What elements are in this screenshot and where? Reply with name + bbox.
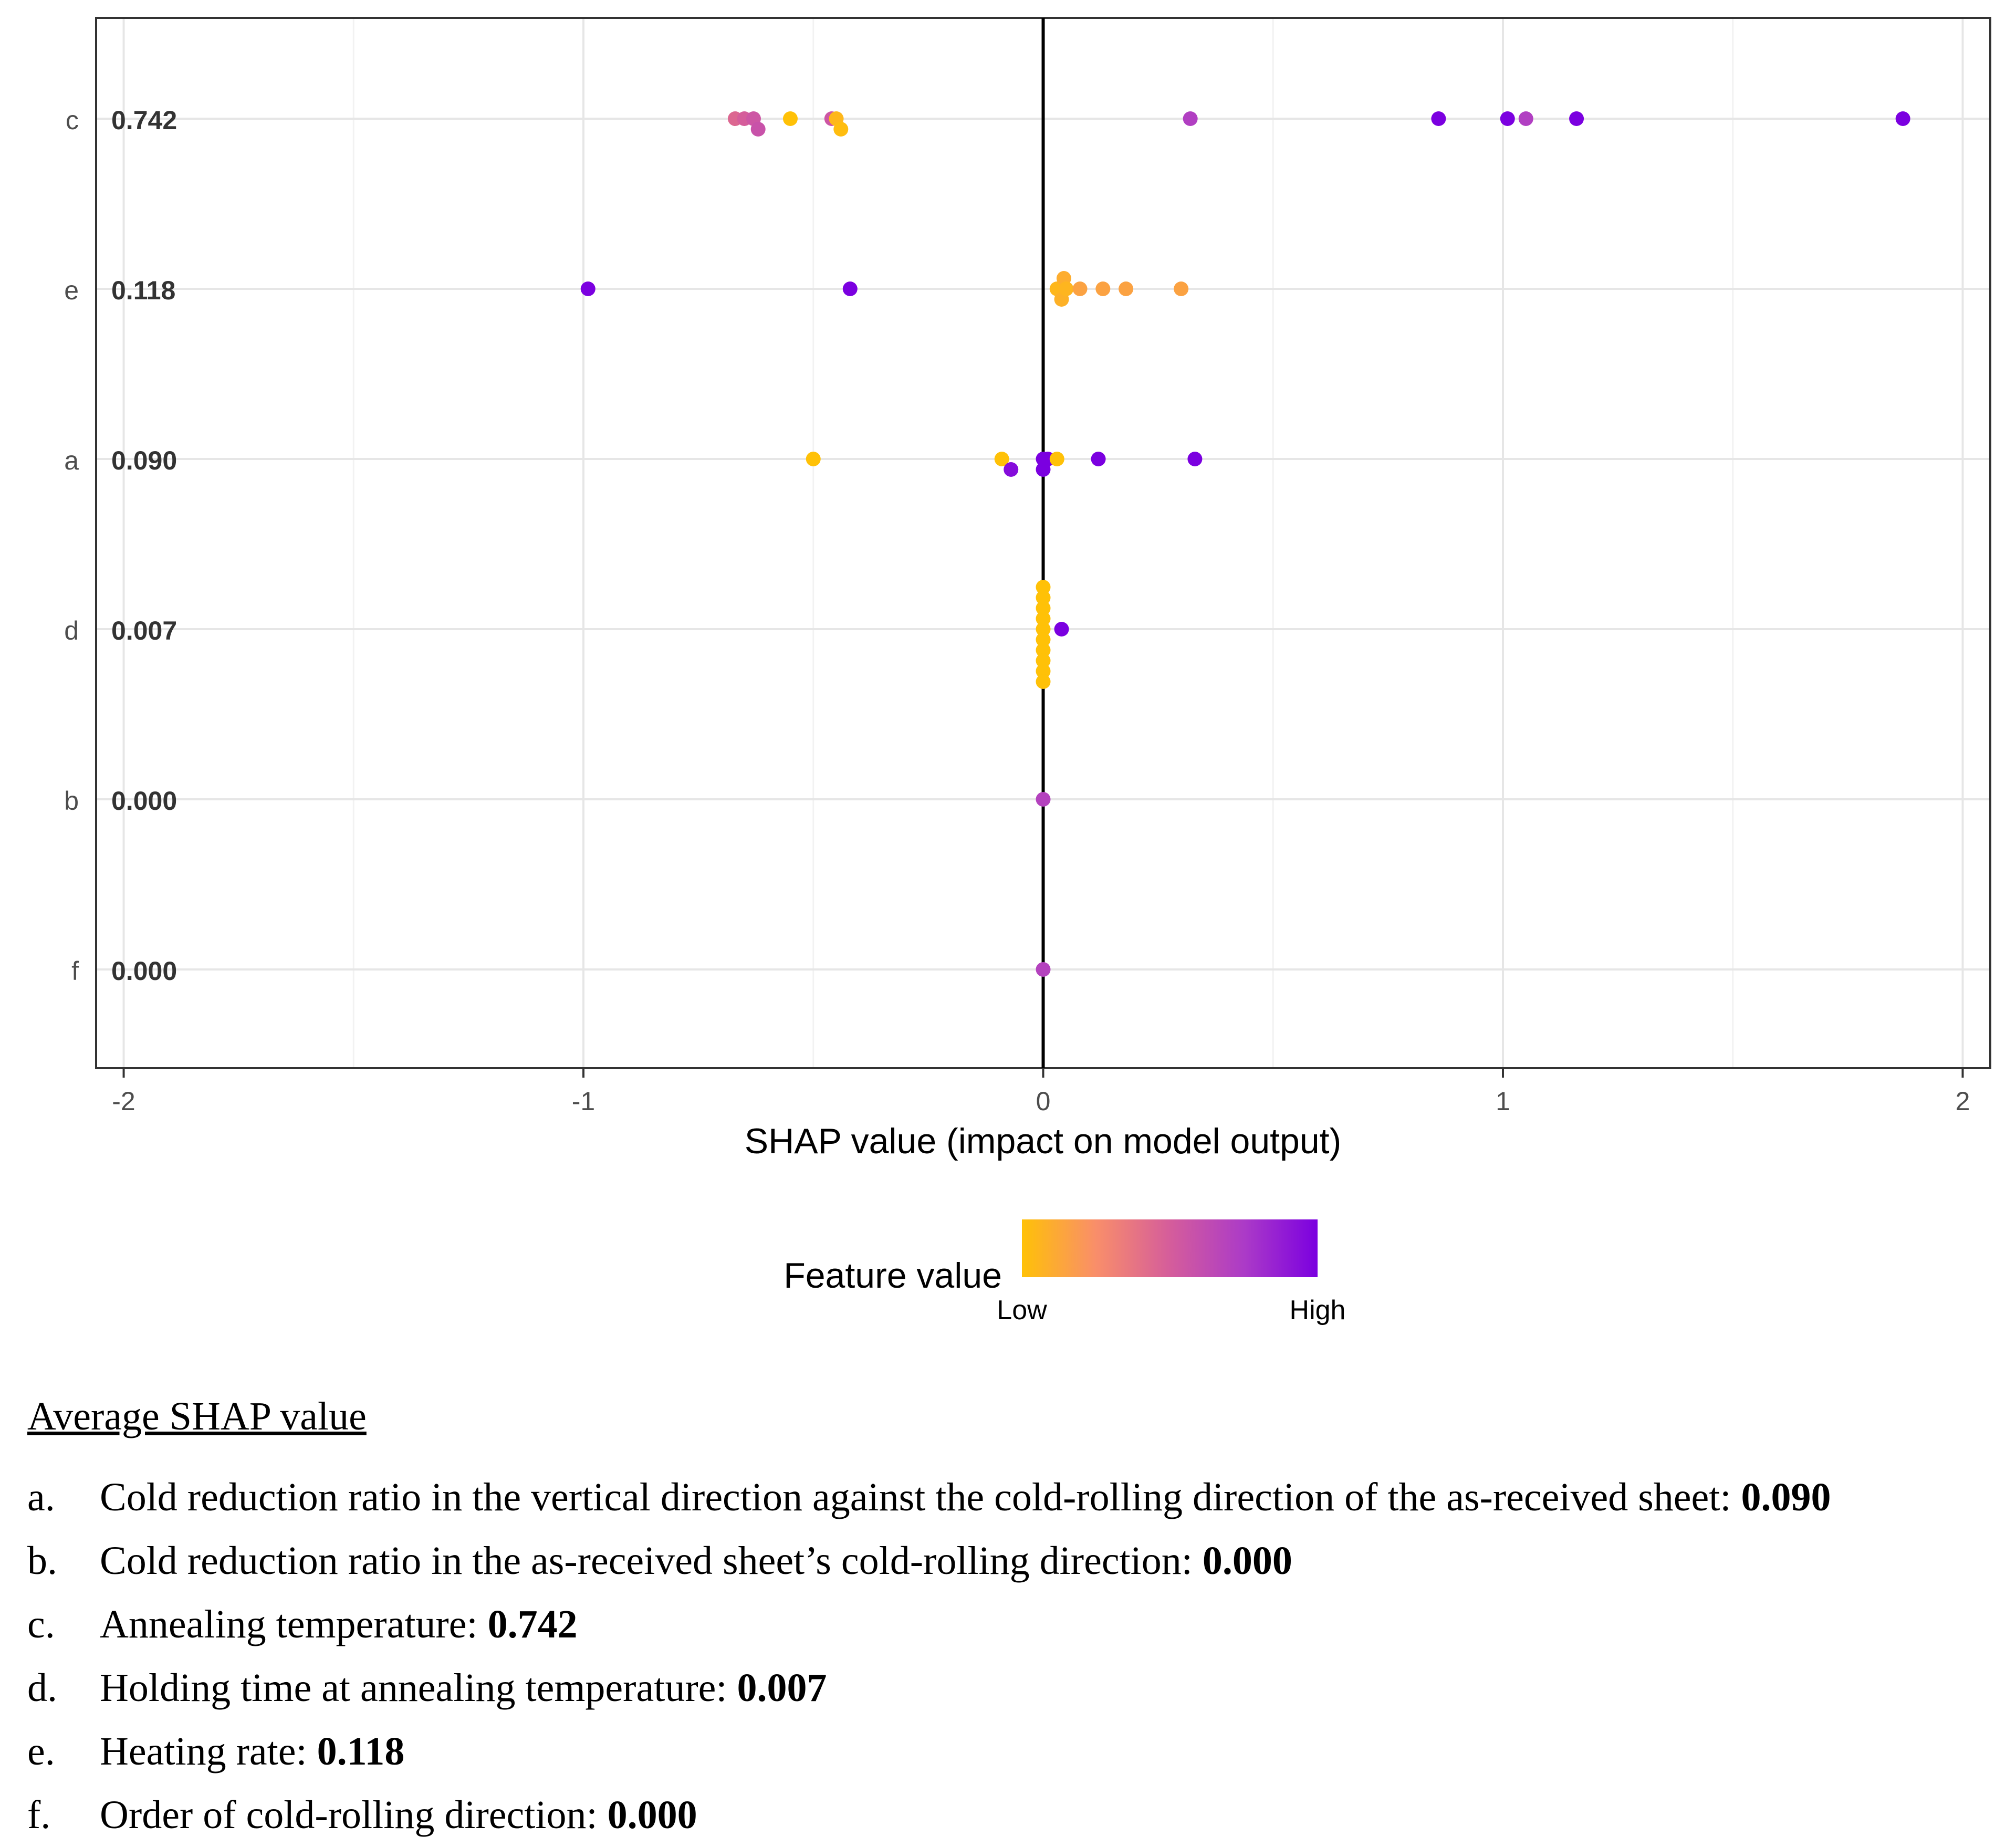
feature-letter: a: [64, 446, 79, 475]
note-letter: d.: [27, 1666, 57, 1710]
note-text: Order of cold-rolling direction: 0.000: [100, 1793, 697, 1838]
feature-mean-shap: 0.000: [111, 956, 177, 986]
shap-point: [1174, 281, 1189, 296]
shap-point: [1049, 452, 1064, 466]
y-axis-labels: c 0.742 e 0.118 a 0.090 d 0.007 b 0.000 f 0.000: [64, 106, 177, 986]
shap-point: [1036, 653, 1051, 668]
note-text: Annealing temperature: 0.742: [100, 1602, 578, 1647]
feature-mean-shap: 0.000: [111, 786, 177, 816]
x-tick-label: -2: [112, 1087, 135, 1116]
x-tick-label: 0: [1036, 1087, 1051, 1116]
note-value: 0.000: [607, 1793, 697, 1838]
legend-low-label: Low: [997, 1295, 1047, 1326]
x-axis-title: SHAP value (impact on model output): [745, 1121, 1341, 1161]
shap-point: [1895, 111, 1910, 126]
shap-point: [994, 452, 1009, 466]
note-item: f. Order of cold-rolling direction: 0.000: [27, 1783, 2002, 1847]
minor-gridlines: [352, 19, 1734, 1067]
shap-point: [1036, 611, 1051, 626]
legend-title: Feature value: [784, 1256, 1002, 1296]
note-item: a. Cold reduction ratio in the vertical d…: [27, 1466, 2002, 1529]
shap-point: [782, 111, 798, 126]
shap-point: [1054, 622, 1069, 636]
shap-point: [1183, 111, 1198, 126]
feature-letter: f: [71, 956, 79, 986]
shap-point: [750, 122, 766, 137]
shap-point: [580, 281, 596, 296]
note-letter: c.: [27, 1602, 55, 1647]
shap-point: [1091, 452, 1106, 466]
feature-mean-shap: 0.090: [111, 446, 177, 475]
note-text: Holding time at annealing temperature: 0…: [100, 1666, 827, 1710]
data-points: [580, 111, 1910, 977]
shap-point: [1036, 622, 1051, 636]
x-tick-label: 1: [1496, 1087, 1510, 1116]
shap-point: [1059, 281, 1074, 296]
x-tick-label: 2: [1956, 1087, 1970, 1116]
shap-point: [1119, 281, 1134, 296]
average-shap-notes: Average SHAP value a. Cold reduction rati…: [27, 1393, 2002, 1847]
note-item: c. Annealing temperature: 0.742: [27, 1593, 2002, 1656]
note-value: 0.000: [1202, 1539, 1292, 1583]
shap-point: [1569, 111, 1584, 126]
shap-point: [1095, 281, 1111, 296]
legend-gradient-bar: [1022, 1219, 1318, 1277]
shap-point: [1036, 632, 1051, 647]
shap-point: [1036, 590, 1051, 605]
shap-point: [833, 122, 849, 137]
note-value: 0.118: [317, 1729, 405, 1774]
feature-letter: d: [64, 616, 79, 645]
feature-mean-shap: 0.118: [111, 276, 175, 305]
note-item: e. Heating rate: 0.118: [27, 1720, 2002, 1783]
color-legend: Feature value Low High: [784, 1219, 1345, 1326]
note-letter: f.: [27, 1793, 51, 1838]
shap-point: [1431, 111, 1446, 126]
notes-title: Average SHAP value: [27, 1394, 367, 1438]
shap-point: [1072, 281, 1088, 296]
feature-mean-shap: 0.007: [111, 616, 177, 645]
shap-point: [1036, 601, 1051, 615]
shap-point: [842, 281, 858, 296]
feature-mean-shap: 0.742: [111, 106, 177, 135]
shap-point: [1036, 962, 1051, 977]
note-value: 0.742: [487, 1602, 578, 1647]
x-tick-label: -1: [572, 1087, 595, 1116]
x-axis-ticks: -2 -1 0 1 2: [112, 1068, 1970, 1116]
feature-letter: c: [66, 106, 79, 135]
feature-letter: b: [64, 786, 79, 816]
shap-point: [1036, 643, 1051, 658]
note-item: b. Cold reduction ratio in the as-receive…: [27, 1529, 2002, 1593]
note-text: Cold reduction ratio in the vertical dir…: [100, 1475, 1831, 1520]
legend-high-label: High: [1290, 1295, 1346, 1326]
note-value: 0.090: [1741, 1475, 1831, 1520]
shap-point: [1500, 111, 1515, 126]
note-letter: a.: [27, 1475, 55, 1520]
note-letter: e.: [27, 1729, 55, 1774]
note-text: Cold reduction ratio in the as-received …: [100, 1539, 1292, 1583]
note-letter: b.: [27, 1539, 57, 1583]
shap-point: [1187, 452, 1203, 466]
note-value: 0.007: [737, 1666, 827, 1710]
note-text: Heating rate: 0.118: [100, 1729, 405, 1774]
shap-point: [1036, 674, 1051, 689]
shap-point: [1036, 580, 1051, 594]
shap-point: [806, 452, 821, 466]
shap-point: [1036, 664, 1051, 679]
shap-point: [1518, 111, 1533, 126]
notes-list: a. Cold reduction ratio in the vertical d…: [27, 1466, 2002, 1847]
note-item: d. Holding time at annealing temperature:…: [27, 1656, 2002, 1720]
shap-point: [1004, 462, 1019, 477]
feature-letter: e: [64, 276, 79, 305]
shap-point: [1036, 792, 1051, 807]
